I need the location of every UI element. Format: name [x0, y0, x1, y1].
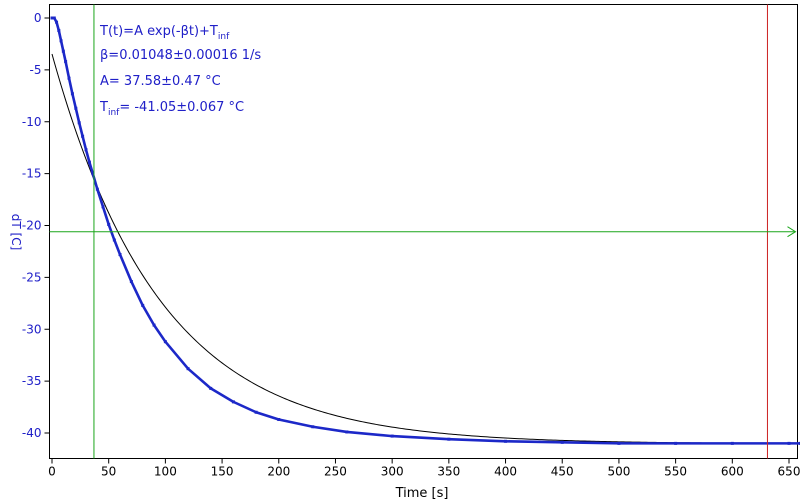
data-point: [52, 16, 56, 20]
y-axis-ticks: 0 -5 -10 -15 -20 -25 -30 -35 -40: [22, 11, 50, 440]
y-tick-label: -5: [30, 63, 42, 77]
x-tick-label: 600: [721, 465, 744, 479]
data-point: [560, 440, 564, 444]
data-point: [231, 400, 235, 404]
data-point: [61, 49, 65, 53]
data-point: [55, 20, 59, 24]
data-point: [617, 441, 621, 445]
data-point: [95, 187, 99, 191]
x-tick-label: 450: [551, 465, 574, 479]
y-tick-label: -40: [22, 426, 42, 440]
annotation-t-inf: Tinf= -41.05±0.067 °C: [99, 100, 244, 118]
data-point: [64, 60, 68, 64]
x-tick-label: 400: [494, 465, 517, 479]
data-point: [277, 418, 281, 422]
annotation-amplitude: A= 37.58±0.47 °C: [100, 74, 221, 89]
data-point: [163, 340, 167, 344]
x-tick-label: 200: [267, 465, 290, 479]
data-point: [87, 160, 91, 164]
data-point: [787, 441, 791, 445]
arrow-icon: [787, 226, 797, 238]
y-tick-label: -10: [22, 115, 42, 129]
y-tick-label: -30: [22, 322, 42, 336]
data-point: [81, 134, 85, 138]
data-point: [390, 434, 394, 438]
data-point: [504, 439, 508, 443]
data-point: [50, 16, 54, 20]
data-point: [345, 430, 349, 434]
y-tick-label: -25: [22, 270, 42, 284]
marker-lines: [49, 4, 797, 459]
data-point: [186, 367, 190, 371]
x-axis-ticks: 0 50 100 150 200 250 300 350 400 450 500 550 600 650: [48, 458, 800, 479]
data-point: [67, 76, 71, 80]
data-point: [209, 386, 213, 390]
data-point: [798, 441, 800, 445]
x-tick-label: 150: [211, 465, 234, 479]
data-point: [91, 172, 95, 176]
annotation-beta: β=0.01048±0.00016 1/s: [100, 48, 261, 63]
y-tick-label: -35: [22, 374, 42, 388]
x-tick-label: 250: [324, 465, 347, 479]
y-tick-label: -20: [22, 219, 42, 233]
data-point: [74, 106, 78, 110]
x-tick-label: 100: [154, 465, 177, 479]
data-point: [84, 148, 88, 152]
x-tick-label: 350: [437, 465, 460, 479]
x-tick-label: 50: [101, 465, 116, 479]
x-tick-label: 500: [607, 465, 630, 479]
data-point: [152, 323, 156, 327]
data-point: [141, 303, 145, 307]
y-tick-label: 0: [34, 11, 42, 25]
data-point: [674, 441, 678, 445]
data-point: [57, 28, 61, 32]
data-points: [50, 16, 800, 445]
data-point: [112, 238, 116, 242]
x-tick-label: 0: [48, 465, 56, 479]
data-point: [59, 39, 63, 43]
data-point: [77, 121, 81, 125]
x-axis-title: Time [s]: [395, 486, 449, 501]
data-point: [129, 280, 133, 284]
x-tick-label: 550: [664, 465, 687, 479]
data-point: [118, 253, 122, 257]
y-axis-title: dT [C]: [9, 214, 23, 251]
y-tick-label: -15: [22, 167, 42, 181]
data-point: [70, 92, 74, 96]
annotation-formula: T(t)=A exp(-βt)+Tinf: [99, 24, 230, 42]
x-tick-label: 300: [381, 465, 404, 479]
x-tick-label: 650: [778, 465, 800, 479]
data-point: [730, 441, 734, 445]
data-point: [107, 222, 111, 226]
data-point: [254, 410, 258, 414]
data-trace: [52, 16, 800, 445]
data-point: [101, 205, 105, 209]
data-point: [311, 425, 315, 429]
data-point: [447, 437, 451, 441]
